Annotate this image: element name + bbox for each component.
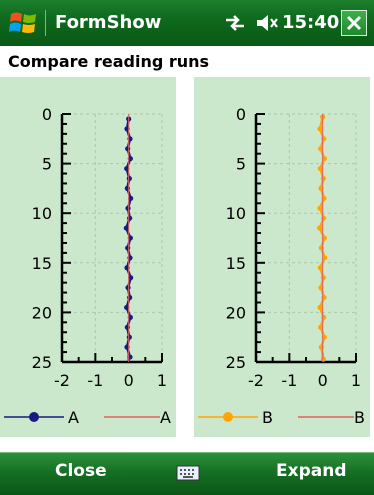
clock: 15:40 bbox=[282, 12, 340, 33]
title-bar: FormShow 15:40 bbox=[0, 0, 374, 46]
chart-panel-a: 0 5 10 15 20 25 -2 -1 0 1 A A bbox=[0, 77, 176, 437]
chart-panel-b: 0 5 10 15 20 25 -2 -1 0 1 B B bbox=[194, 77, 370, 437]
chart-a: 0 5 10 15 20 25-2 -1 0 1 A A bbox=[0, 77, 176, 437]
expand-softkey[interactable]: Expand bbox=[276, 461, 347, 481]
data-point bbox=[317, 304, 323, 311]
data-point bbox=[123, 225, 129, 231]
x-tick-label: 1 bbox=[351, 371, 361, 390]
title-separator bbox=[45, 10, 46, 36]
data-point bbox=[124, 165, 130, 172]
y-tick-label: 25 bbox=[226, 353, 246, 372]
data-point bbox=[318, 324, 324, 330]
data-point bbox=[126, 175, 132, 182]
keyboard-icon[interactable] bbox=[176, 463, 200, 483]
plot-background bbox=[0, 77, 176, 437]
y-tick-label: 25 bbox=[32, 353, 52, 372]
y-tick-label: 0 bbox=[236, 105, 246, 124]
data-point bbox=[127, 294, 133, 301]
chart-b: 0 5 10 15 20 25-2 -1 0 1 B B bbox=[194, 77, 370, 437]
data-point bbox=[321, 314, 327, 320]
data-point bbox=[128, 195, 134, 201]
data-point bbox=[321, 136, 327, 142]
windows-flag-icon[interactable] bbox=[8, 9, 38, 37]
data-point bbox=[125, 245, 131, 251]
data-point bbox=[127, 215, 133, 221]
legend-label: A bbox=[160, 408, 171, 427]
close-softkey[interactable]: Close bbox=[55, 461, 107, 481]
legend-swatch-marker bbox=[223, 412, 233, 422]
legend-swatch-marker bbox=[29, 412, 39, 422]
menu-bar: Close Expand bbox=[0, 452, 374, 495]
y-tick-label: 5 bbox=[236, 155, 246, 174]
y-tick-label: 10 bbox=[32, 204, 52, 223]
y-tick-label: 15 bbox=[226, 254, 246, 273]
data-point bbox=[317, 265, 323, 271]
close-icon bbox=[346, 15, 362, 31]
data-point bbox=[124, 304, 130, 311]
data-point bbox=[321, 215, 327, 221]
data-point bbox=[125, 146, 131, 152]
data-point bbox=[322, 255, 328, 261]
y-tick-label: 15 bbox=[32, 254, 52, 273]
legend-label: B bbox=[354, 408, 365, 427]
y-tick-label: 20 bbox=[32, 303, 52, 322]
speaker-muted-icon[interactable] bbox=[256, 13, 280, 33]
x-tick-label: 1 bbox=[157, 371, 167, 390]
y-tick-label: 10 bbox=[226, 204, 246, 223]
app-title: FormShow bbox=[55, 12, 162, 33]
x-tick-label: -2 bbox=[248, 371, 264, 390]
x-tick-label: 0 bbox=[318, 371, 328, 390]
y-tick-label: 5 bbox=[42, 155, 52, 174]
data-point bbox=[320, 356, 326, 362]
data-point bbox=[320, 275, 326, 281]
x-tick-label: -1 bbox=[281, 371, 297, 390]
data-point bbox=[126, 334, 132, 340]
x-tick-label: -2 bbox=[54, 371, 70, 390]
data-point bbox=[318, 146, 324, 152]
legend-label: B bbox=[262, 408, 273, 427]
data-point bbox=[125, 205, 131, 211]
connectivity-arrows-icon[interactable] bbox=[224, 14, 246, 32]
data-point bbox=[317, 225, 323, 231]
x-tick-label: 0 bbox=[124, 371, 134, 390]
data-point bbox=[320, 175, 326, 182]
data-point bbox=[125, 285, 131, 291]
legend-label: A bbox=[68, 408, 79, 427]
data-point bbox=[128, 275, 134, 281]
y-tick-label: 0 bbox=[42, 105, 52, 124]
page-title: Compare reading runs bbox=[8, 52, 210, 71]
plot-background bbox=[194, 77, 370, 437]
data-point bbox=[317, 126, 323, 132]
close-window-button[interactable] bbox=[341, 10, 367, 36]
x-tick-label: -1 bbox=[87, 371, 103, 390]
y-tick-label: 20 bbox=[226, 303, 246, 322]
data-point bbox=[317, 205, 323, 211]
data-point bbox=[317, 165, 323, 172]
